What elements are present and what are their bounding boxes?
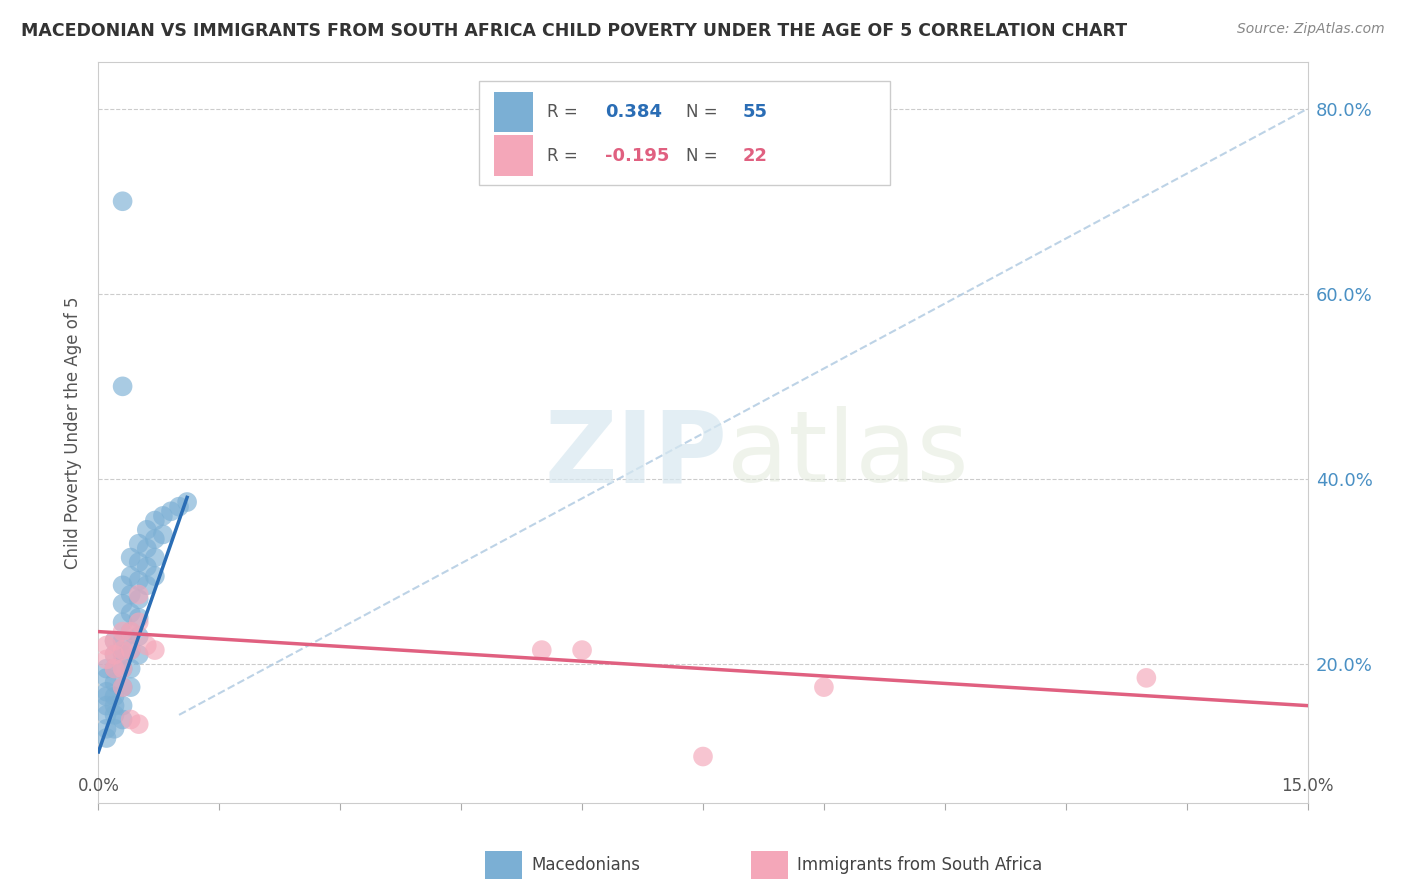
- Point: [128, 536, 150, 550]
- Point: [1135, 671, 1157, 685]
- Point: [103, 698, 125, 713]
- Bar: [751, 851, 787, 879]
- Point: [103, 633, 125, 648]
- Point: [128, 588, 150, 602]
- Point: [128, 610, 150, 624]
- Point: [152, 527, 174, 541]
- Point: [111, 633, 134, 648]
- Point: [96, 671, 118, 685]
- Point: [111, 698, 134, 713]
- Point: [111, 597, 134, 611]
- Point: [103, 690, 125, 704]
- Point: [96, 698, 118, 713]
- Point: [111, 379, 134, 393]
- Point: [530, 643, 553, 657]
- Point: [128, 592, 150, 607]
- Point: [96, 731, 118, 745]
- Text: Source: ZipAtlas.com: Source: ZipAtlas.com: [1237, 22, 1385, 37]
- Point: [103, 722, 125, 736]
- Point: [111, 578, 134, 592]
- Point: [103, 662, 125, 676]
- Point: [111, 680, 134, 694]
- Point: [120, 713, 142, 727]
- Point: [96, 685, 118, 699]
- Point: [120, 550, 142, 565]
- Point: [120, 643, 142, 657]
- Point: [120, 680, 142, 694]
- Point: [111, 662, 134, 676]
- Point: [128, 615, 150, 630]
- Text: -0.195: -0.195: [605, 146, 669, 165]
- Point: [143, 532, 166, 546]
- Point: [120, 569, 142, 583]
- Text: Immigrants from South Africa: Immigrants from South Africa: [797, 856, 1043, 874]
- Point: [128, 717, 150, 731]
- Point: [167, 500, 190, 514]
- Point: [692, 749, 714, 764]
- Text: ZIP: ZIP: [544, 407, 727, 503]
- Point: [128, 648, 150, 662]
- Text: 22: 22: [742, 146, 768, 165]
- Point: [111, 648, 134, 662]
- Text: 15.0%: 15.0%: [1281, 777, 1334, 795]
- Point: [135, 578, 157, 592]
- Point: [120, 588, 142, 602]
- Point: [96, 722, 118, 736]
- Point: [103, 633, 125, 648]
- Bar: [494, 136, 533, 176]
- Point: [135, 559, 157, 574]
- Point: [111, 643, 134, 657]
- Point: [111, 680, 134, 694]
- Point: [135, 541, 157, 556]
- Point: [135, 523, 157, 537]
- Point: [120, 662, 142, 676]
- Text: N =: N =: [686, 146, 723, 165]
- Point: [103, 662, 125, 676]
- Point: [143, 550, 166, 565]
- Point: [143, 643, 166, 657]
- Point: [111, 713, 134, 727]
- Text: 55: 55: [742, 103, 768, 121]
- Point: [111, 615, 134, 630]
- FancyBboxPatch shape: [479, 81, 890, 185]
- Text: Macedonians: Macedonians: [531, 856, 640, 874]
- Point: [103, 707, 125, 722]
- Point: [128, 574, 150, 588]
- Point: [143, 514, 166, 528]
- Point: [152, 508, 174, 523]
- Point: [96, 639, 118, 653]
- Text: 0.384: 0.384: [605, 103, 662, 121]
- Point: [120, 624, 142, 639]
- Text: R =: R =: [547, 103, 583, 121]
- Point: [96, 707, 118, 722]
- Point: [120, 643, 142, 657]
- Point: [96, 662, 118, 676]
- Point: [128, 629, 150, 643]
- Text: N =: N =: [686, 103, 723, 121]
- Text: 0.0%: 0.0%: [77, 777, 120, 795]
- Point: [160, 504, 183, 518]
- Text: MACEDONIAN VS IMMIGRANTS FROM SOUTH AFRICA CHILD POVERTY UNDER THE AGE OF 5 CORR: MACEDONIAN VS IMMIGRANTS FROM SOUTH AFRI…: [21, 22, 1128, 40]
- Point: [111, 662, 134, 676]
- Point: [120, 624, 142, 639]
- Point: [111, 624, 134, 639]
- Point: [135, 639, 157, 653]
- Point: [103, 648, 125, 662]
- Point: [96, 690, 118, 704]
- Text: R =: R =: [547, 146, 583, 165]
- Point: [111, 194, 134, 209]
- Point: [120, 606, 142, 620]
- Text: atlas: atlas: [727, 407, 969, 503]
- Point: [143, 569, 166, 583]
- Point: [128, 555, 150, 569]
- Point: [103, 675, 125, 690]
- Y-axis label: Child Poverty Under the Age of 5: Child Poverty Under the Age of 5: [65, 296, 83, 569]
- Bar: [485, 851, 522, 879]
- Point: [103, 648, 125, 662]
- Bar: [494, 92, 533, 132]
- Point: [96, 652, 118, 666]
- Point: [813, 680, 835, 694]
- Point: [176, 495, 198, 509]
- Point: [571, 643, 593, 657]
